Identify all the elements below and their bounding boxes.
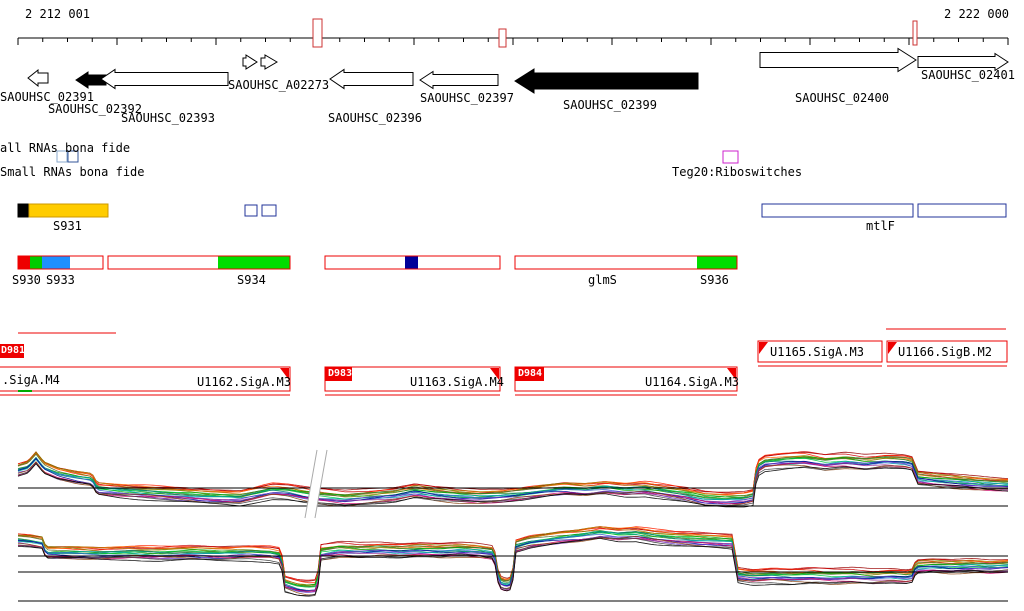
s930-seg-red [18, 256, 30, 269]
gene-arrow-SAOUHSC_02400[interactable] [759, 47, 917, 73]
mtlF-box-1[interactable] [761, 203, 914, 218]
riboswitch-box[interactable] [722, 150, 739, 164]
ruler-marker-2 [498, 28, 507, 48]
d981-box[interactable] [0, 344, 24, 358]
gene-arrow-SAOUHSC_02392[interactable] [75, 71, 107, 89]
gene-arrow-SAOUHSC_02391[interactable] [27, 68, 49, 88]
s931-black-seg [17, 203, 29, 218]
band1-curve [17, 462, 1009, 503]
axis-break-icon [304, 449, 318, 519]
band1-curve [17, 461, 1009, 507]
blue-box-1[interactable] [244, 204, 258, 217]
flag-u1162-icon [280, 368, 289, 380]
gene-arrow-SAOUHSC_02396[interactable] [329, 68, 414, 90]
gene-arrow-SAOUHSC_02399[interactable] [514, 68, 699, 94]
srna-group-2-outline[interactable] [107, 255, 291, 270]
glms-seg-navy [405, 256, 418, 269]
tu-u1164-box[interactable] [514, 366, 738, 392]
axis-break-gap [305, 450, 327, 518]
gene-arrow-SAOUHSC_A02273-b[interactable] [260, 54, 278, 70]
gene-arrow-SAOUHSC_02401[interactable] [917, 52, 1009, 72]
rna-bonafide-box-2[interactable] [67, 150, 79, 163]
flag-u1164-icon [727, 368, 736, 380]
srna-group-3-outline[interactable] [324, 255, 501, 270]
srna-group-1-outline[interactable] [17, 255, 104, 270]
s933-seg-blue [42, 256, 70, 269]
ruler-marker-3 [912, 20, 918, 46]
gene-arrow-SAOUHSC_02393[interactable] [100, 68, 229, 90]
mtlF-box-2[interactable] [917, 203, 1007, 218]
srna-group-4-outline[interactable] [514, 255, 738, 270]
s933-seg-green [30, 256, 42, 269]
tu-u1165-box[interactable] [757, 340, 883, 363]
band1-curve [17, 460, 1009, 504]
d983-box[interactable] [325, 367, 352, 381]
gene-arrow-SAOUHSC_02397[interactable] [419, 70, 499, 90]
d984-box[interactable] [515, 367, 544, 381]
ruler-marker-1 [312, 18, 323, 48]
band1-curve [17, 463, 1009, 508]
band1-curve [17, 461, 1008, 505]
flag-u1163-icon [490, 368, 499, 380]
tu-u1166-box[interactable] [886, 340, 1008, 363]
axis-break-icon [314, 449, 328, 519]
rna-bonafide-box-1[interactable] [56, 150, 68, 163]
s936-seg-green [697, 256, 737, 269]
flag-u1165-icon [759, 342, 768, 354]
blue-box-2[interactable] [261, 204, 277, 217]
tu-left-box[interactable] [0, 366, 291, 392]
s934-seg-green [218, 256, 290, 269]
s931-box[interactable] [28, 203, 109, 218]
flag-u1166-icon [888, 342, 897, 354]
gene-arrow-SAOUHSC_A02273-a[interactable] [242, 54, 258, 70]
band2-curve [17, 537, 1008, 596]
band1-curve [17, 456, 1009, 498]
band1-curve [17, 453, 1009, 499]
